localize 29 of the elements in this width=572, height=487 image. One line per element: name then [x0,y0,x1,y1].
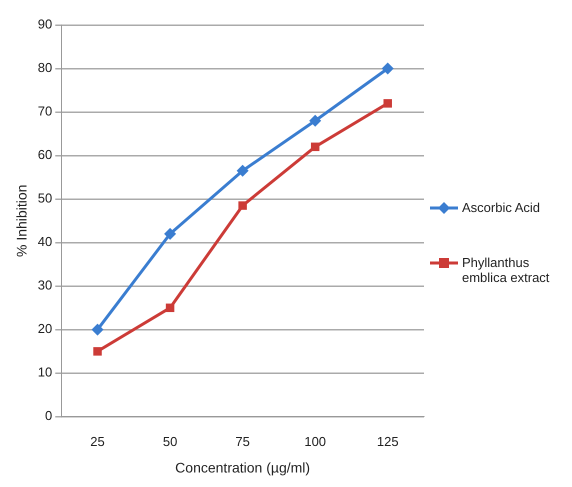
x-tick-label: 125 [376,434,399,449]
legend-label: Ascorbic Acid [462,200,540,215]
y-tick-label: 70 [38,104,52,119]
point [309,114,322,127]
point [382,62,394,75]
y-tick-label: 90 [38,16,52,32]
y-tick-label: 30 [38,278,52,293]
point [310,142,320,152]
y-tick-label: 50 [38,190,52,206]
y-tick-label: 0 [45,408,52,424]
y-tick-label: 60 [38,147,52,162]
point [92,324,104,336]
point [238,201,247,210]
x-tick-label: 100 [304,434,326,449]
point [93,347,102,356]
y-tick-label: 20 [38,321,52,336]
x-tick-label: 25 [90,434,105,449]
x-tick-label: 50 [162,434,178,449]
y-tick-label: 40 [38,234,52,250]
y-axis-title: % Inhibition [13,184,30,257]
point [236,164,249,177]
y-tick-label: 80 [38,60,52,76]
x-tick-label: 75 [235,434,250,449]
point [164,228,176,240]
y-tick-label: 10 [38,364,52,380]
point [383,99,392,108]
x-axis-title: Concentration (µg/ml) [175,459,310,476]
point [166,304,174,312]
legend-label: Phyllanthus emblica extract [462,255,550,285]
